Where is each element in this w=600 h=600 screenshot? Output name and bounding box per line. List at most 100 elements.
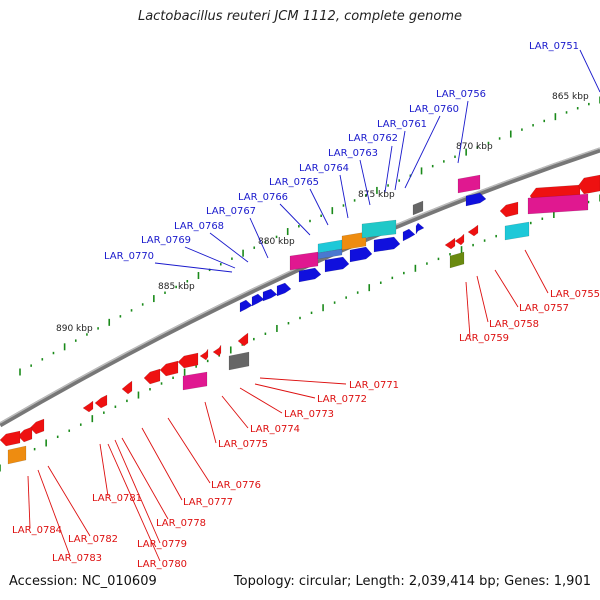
forward-gene-arrow [251,293,265,307]
gene-label-lar-0782[interactable]: LAR_0782 [68,534,118,545]
reverse-gene-arrow [467,224,479,237]
gene-label-lar-0767[interactable]: LAR_0767 [206,206,256,217]
genome-backbone [0,147,600,428]
forward-gene-box [412,200,424,216]
leader-line [476,275,489,323]
gene-label-lar-0775[interactable]: LAR_0775 [218,439,268,450]
forward-gene-arrow [298,267,322,283]
reverse-gene-arrow [454,233,465,246]
reverse-gene-box [527,193,589,215]
gene-label-lar-0765[interactable]: LAR_0765 [269,177,319,188]
reverse-gene-box [7,445,27,465]
leader-line [99,443,109,497]
leader-line [114,439,161,544]
leader-line [37,469,71,557]
gene-label-lar-0763[interactable]: LAR_0763 [328,148,378,159]
gene-label-lar-0766[interactable]: LAR_0766 [238,192,288,203]
gene-label-lar-0783[interactable]: LAR_0783 [52,553,102,564]
forward-gene-arrow [465,192,487,207]
forward-gene-box [341,231,367,251]
label-leaders [27,49,600,562]
gene-label-lar-0772[interactable]: LAR_0772 [317,394,367,405]
leader-line [494,269,519,308]
gene-label-lar-0760[interactable]: LAR_0760 [409,104,459,115]
reverse-gene-arrow [121,380,133,395]
gene-label-lar-0751[interactable]: LAR_0751 [529,41,579,52]
gene-label-lar-0759[interactable]: LAR_0759 [459,333,509,344]
leader-line [394,130,406,191]
forward-gene-arrow [373,236,401,253]
gene-label-lar-0761[interactable]: LAR_0761 [377,119,427,130]
leader-line [239,387,283,414]
leader-line [579,49,600,93]
gene-label-lar-0757[interactable]: LAR_0757 [519,303,569,314]
gene-label-lar-0776[interactable]: LAR_0776 [211,480,261,491]
reverse-gene-arrow [29,418,45,435]
forward-gene-box [457,174,481,194]
forward-gene-box [289,251,319,271]
leader-line [221,395,249,429]
gene-label-lar-0777[interactable]: LAR_0777 [183,497,233,508]
scale-label-875: 875 kbp [358,190,395,200]
genome-backbone-highlight [0,147,600,424]
gene-label-lar-0762[interactable]: LAR_0762 [348,133,398,144]
reverse-gene-arrow [177,352,199,369]
forward-gene-arrow [276,282,292,297]
gene-label-lar-0769[interactable]: LAR_0769 [141,235,191,246]
scale-label-880: 880 kbp [258,237,295,247]
gene-label-lar-0780[interactable]: LAR_0780 [137,559,187,570]
leader-line [524,249,549,294]
gene-label-lar-0781[interactable]: LAR_0781 [92,493,142,504]
reverse-gene-box [182,371,208,391]
gene-label-lar-0768[interactable]: LAR_0768 [174,221,224,232]
reverse-gene-arrow [0,430,21,447]
reverse-gene-arrow [17,426,33,443]
gene-label-lar-0779[interactable]: LAR_0779 [137,539,187,550]
leader-line [27,475,31,529]
forward-gene-arrow [415,222,425,235]
gene-label-lar-0770[interactable]: LAR_0770 [104,251,154,262]
leader-line [204,401,217,444]
scale-label-890: 890 kbp [56,324,93,334]
leader-line [254,383,316,399]
leader-line [167,417,211,484]
leader-line [184,246,236,269]
leader-line [47,465,91,537]
reverse-gene-arrow [499,201,519,218]
reverse-gene-arrow [444,237,456,250]
scale-label-885: 885 kbp [158,282,195,292]
leader-line [309,188,329,226]
reverse-gene-box [228,351,250,371]
reverse-gene-box [504,221,530,241]
leader-line [209,232,249,263]
leader-line [141,427,183,501]
reverse-gene-arrow [94,394,108,409]
forward-gene-box [361,219,397,239]
forward-gene-arrow [262,288,278,302]
leader-line [121,437,169,520]
gene-label-lar-0784[interactable]: LAR_0784 [12,525,62,536]
gene-label-lar-0773[interactable]: LAR_0773 [284,409,334,420]
reverse-gene-arrow [212,344,222,357]
accession-text: Accession: NC_010609 [9,574,157,589]
gene-features [0,174,600,465]
gene-label-lar-0756[interactable]: LAR_0756 [436,89,486,100]
genome-summary-text: Topology: circular; Length: 2,039,414 bp… [233,574,591,589]
gene-label-lar-0774[interactable]: LAR_0774 [250,424,300,435]
reverse-gene-arrow [82,400,94,413]
gene-label-lar-0758[interactable]: LAR_0758 [489,319,539,330]
gene-label-lar-0764[interactable]: LAR_0764 [299,163,349,174]
gene-label-lar-0771[interactable]: LAR_0771 [349,380,399,391]
reverse-gene-arrow [159,360,179,377]
gene-label-lar-0778[interactable]: LAR_0778 [156,518,206,529]
forward-gene-box [317,248,343,260]
reverse-gene-box [449,251,465,269]
forward-gene-arrow [324,256,350,273]
leader-line [465,281,471,338]
reverse-gene-arrow [577,174,600,195]
forward-gene-arrow [402,228,416,242]
leader-line [404,115,441,189]
gene-label-lar-0755[interactable]: LAR_0755 [550,289,600,300]
